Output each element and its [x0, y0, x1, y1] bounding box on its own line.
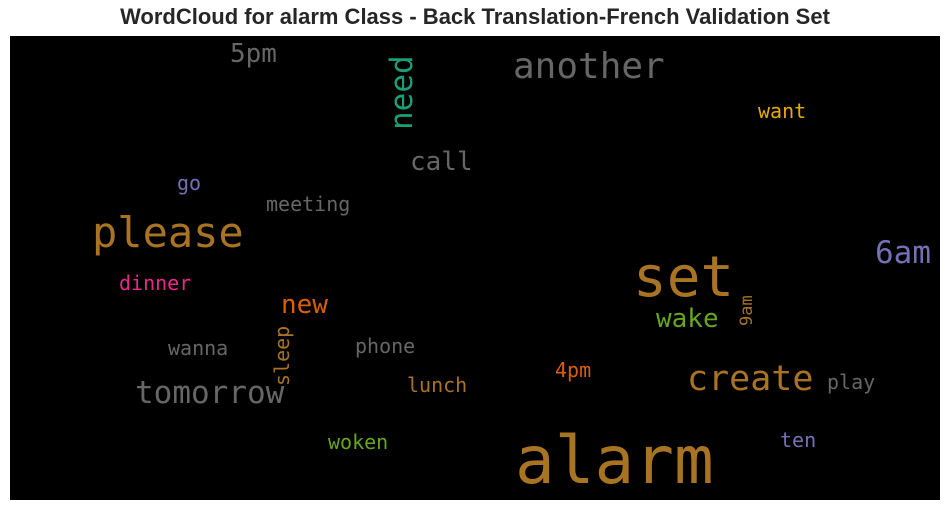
word-alarm: alarm — [515, 422, 714, 499]
word-tomorrow: tomorrow — [135, 375, 285, 411]
word-call: call — [410, 147, 473, 177]
word-5pm: 5pm — [230, 39, 277, 69]
word-wake: wake — [656, 304, 719, 334]
word-4pm: 4pm — [555, 358, 592, 382]
word-want: want — [758, 99, 807, 123]
word-another: another — [513, 46, 665, 87]
word-wanna: wanna — [168, 336, 229, 360]
word-meeting: meeting — [266, 192, 351, 216]
word-woken: woken — [328, 430, 389, 454]
word-new: new — [281, 290, 328, 320]
word-create: create — [687, 359, 814, 399]
word-cloud: alarm set please another tomorrow create… — [10, 36, 940, 500]
word-play: play — [827, 370, 876, 394]
word-9am: 9am — [737, 295, 757, 326]
word-6am: 6am — [875, 235, 931, 271]
word-lunch: lunch — [407, 373, 468, 397]
word-go: go — [177, 171, 202, 195]
word-need: need — [384, 55, 420, 130]
chart-title: WordCloud for alarm Class - Back Transla… — [120, 4, 830, 29]
word-sleep: sleep — [270, 325, 294, 386]
word-ten: ten — [780, 428, 817, 452]
word-phone: phone — [355, 334, 416, 358]
word-set: set — [633, 245, 735, 310]
word-please: please — [92, 208, 244, 257]
word-dinner: dinner — [119, 271, 192, 295]
